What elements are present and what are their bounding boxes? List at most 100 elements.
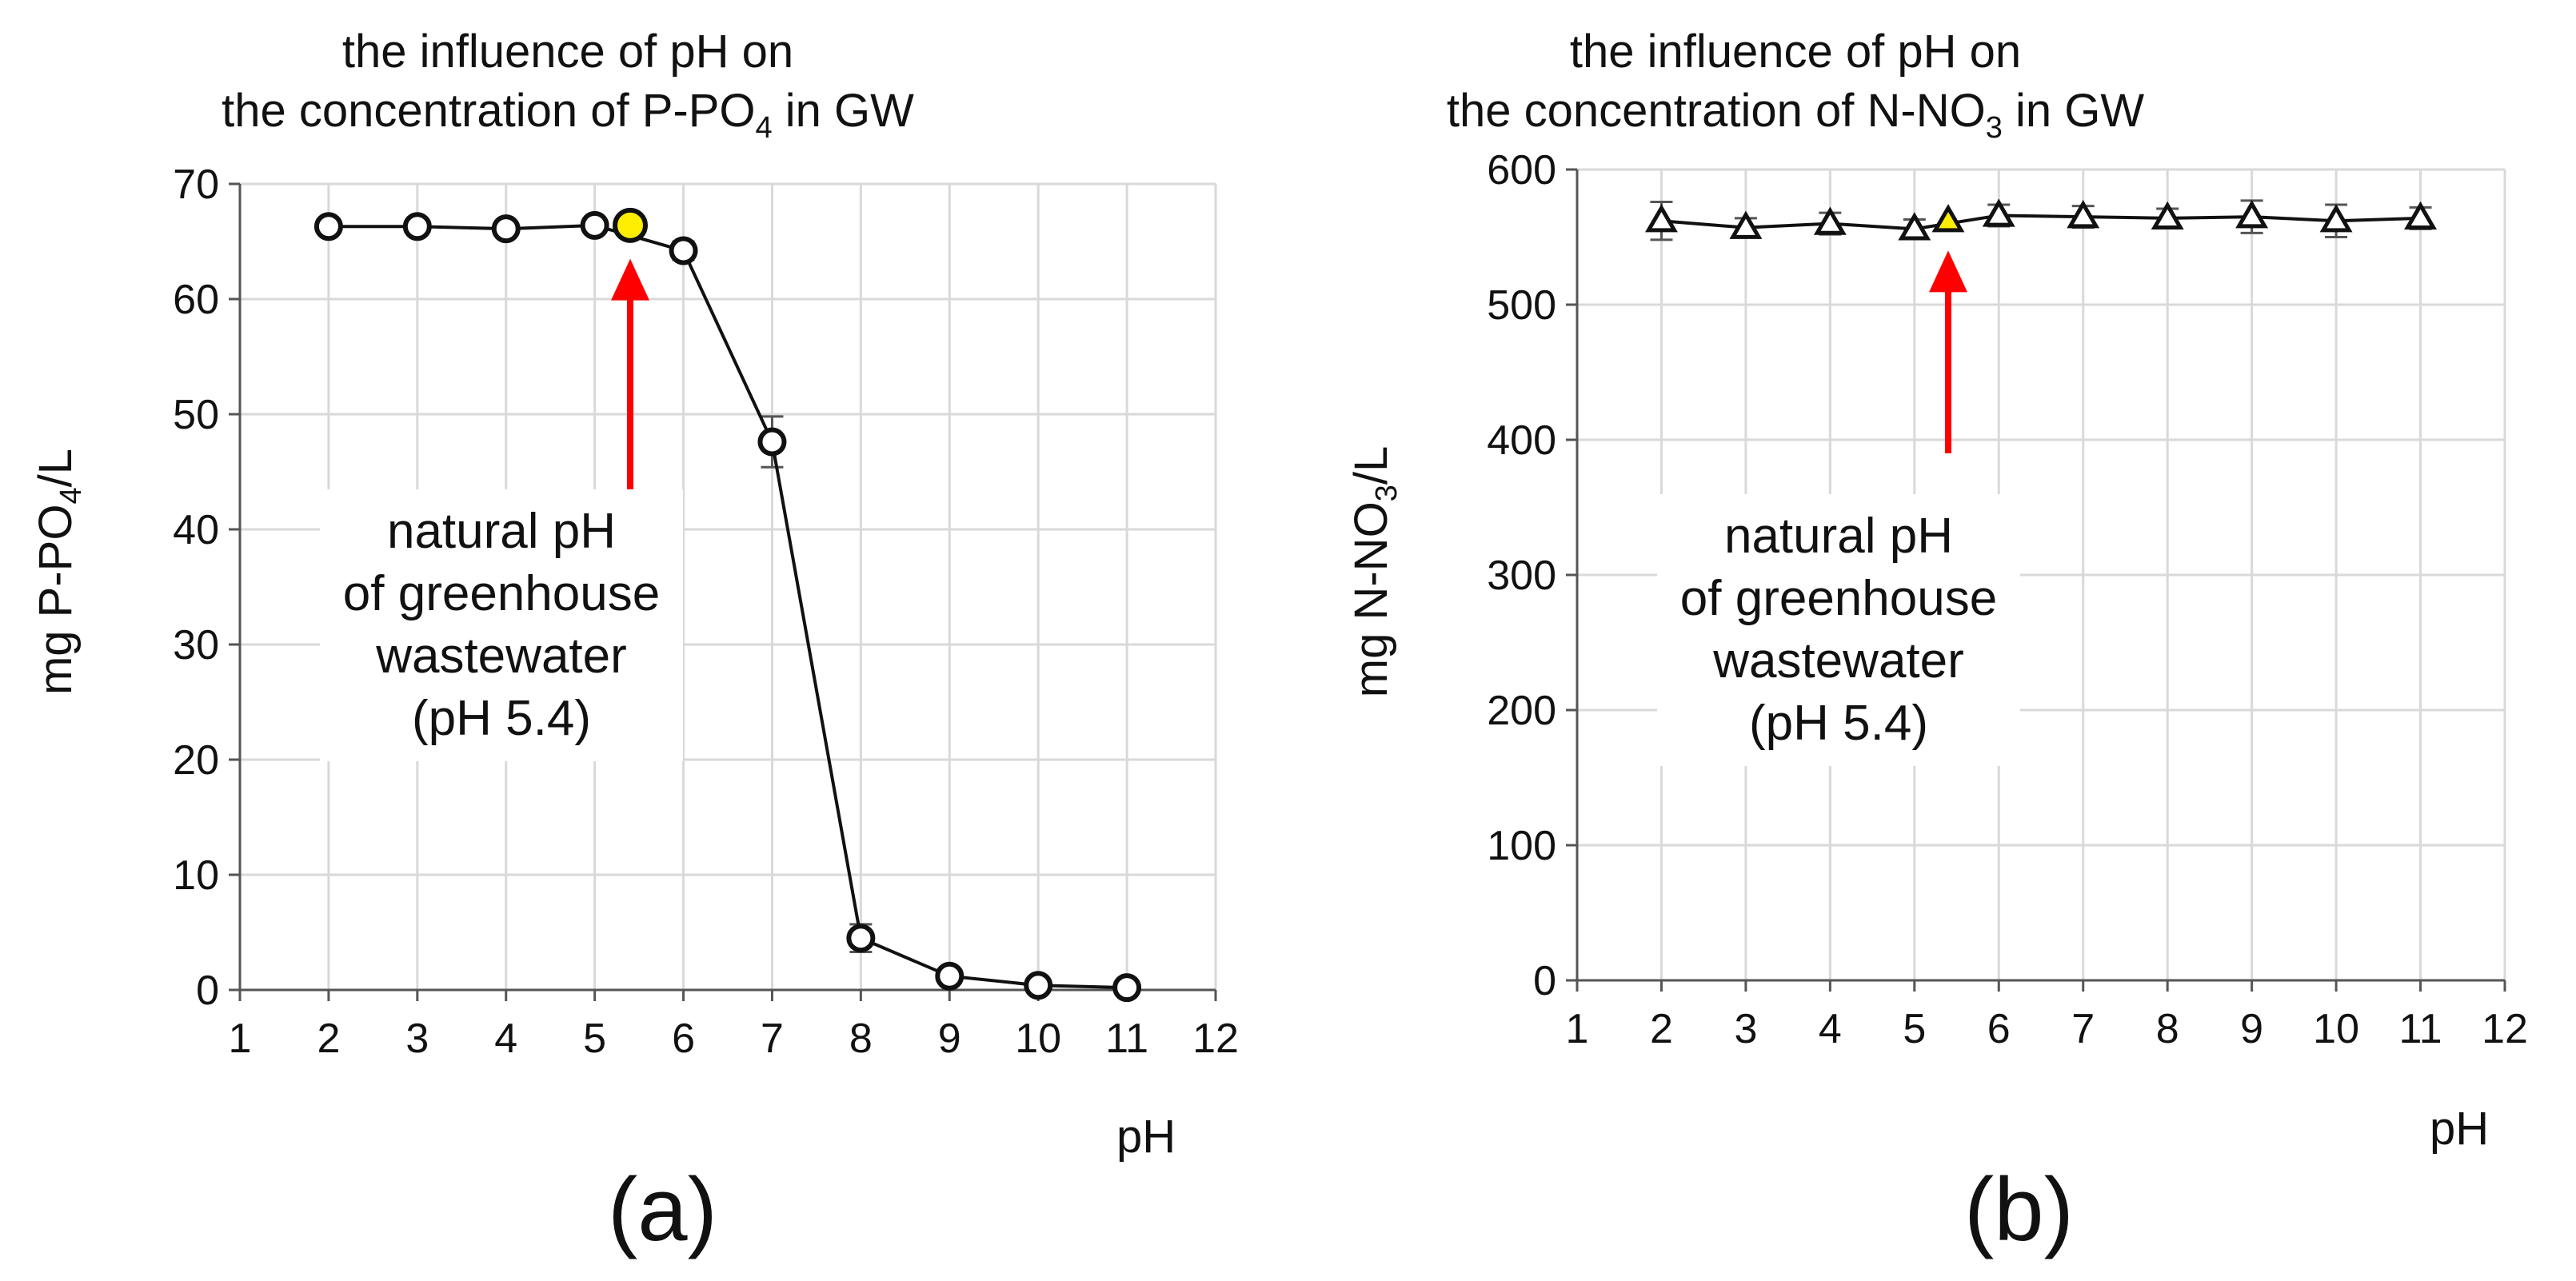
- chart-b-data-point: [1982, 198, 2015, 227]
- chart-a-x-tick-label: 4: [494, 1016, 517, 1062]
- chart-a-annotation-line: (pH 5.4): [412, 691, 591, 746]
- chart-b-title-line2: the concentration of N-NO3 in GW: [1416, 82, 2175, 143]
- chart-a-ylabel-suffix: /L: [30, 449, 82, 488]
- chart-b-x-tick-label: 11: [2399, 1006, 2442, 1052]
- chart-a-x-tick-label: 3: [405, 1016, 429, 1062]
- panel-a-label: (a): [608, 1159, 717, 1259]
- chart-a-highlight-point: [613, 207, 648, 243]
- chart-b-ylabel-suffix: /L: [1345, 445, 1397, 485]
- chart-b-x-tick-label: 2: [1650, 1006, 1673, 1052]
- chart-b-y-tick-label: 0: [1533, 958, 1556, 1004]
- chart-b-y-tick-label: 200: [1487, 688, 1556, 734]
- chart-b-annotation-line: natural pH: [1723, 509, 1954, 564]
- chart-b-x-tick-label: 7: [2071, 1006, 2095, 1052]
- chart-b-ylabel-prefix: mg N-NO: [1345, 501, 1397, 698]
- chart-b-data-point: [2404, 201, 2438, 230]
- chart-a-y-tick-label: 60: [173, 277, 219, 323]
- chart-a-y-axis-label: mg P-PO4/L: [28, 396, 88, 748]
- chart-a-title-line2: the concentration of P-PO4 in GW: [208, 82, 928, 143]
- chart-a-data-point: [846, 924, 876, 953]
- chart-b-series-line: [1661, 214, 2421, 231]
- chart-a-data-point: [491, 214, 521, 244]
- chart-b-title-prefix: the concentration of N-NO: [1446, 85, 1986, 137]
- chart-a-x-tick-label: 11: [1105, 1016, 1148, 1062]
- chart-a-annotation-line: of greenhouse: [342, 566, 661, 621]
- chart-a-data-point: [580, 210, 609, 240]
- chart-b-x-tick-label: 3: [1734, 1006, 1757, 1052]
- chart-a-title-line1: the influence of pH on: [341, 26, 794, 78]
- chart-b-x-tick-label: 9: [2240, 1006, 2263, 1052]
- chart-b-data-point: [2235, 200, 2269, 229]
- chart-a-x-tick-label: 10: [1015, 1016, 1061, 1062]
- chart-b-annotation-line: wastewater: [1713, 633, 1964, 688]
- chart-b-data-point: [1813, 206, 1847, 235]
- chart-b-x-tick-label: 4: [1819, 1006, 1842, 1052]
- chart-b-x-tick-label: 8: [2156, 1006, 2179, 1052]
- chart-a-x-tick-label: 1: [229, 1016, 252, 1062]
- chart-b-y-tick-label: 500: [1487, 282, 1556, 329]
- chart-a-annotation-line: wastewater: [376, 629, 627, 684]
- chart-a-y-tick-label: 20: [173, 737, 219, 784]
- panel-b: 1 2 3 4 5 6 7 8 9 10 11 12 0 100 200 300 400 500 600 the i…: [1288, 0, 2575, 1281]
- chart-a-x-tick-label: 2: [317, 1016, 340, 1062]
- chart-a-title: the influence of pH on the concentration…: [208, 22, 928, 143]
- chart-b-y-tick-label: 400: [1487, 417, 1556, 464]
- chart-a-data-point: [1024, 971, 1053, 1000]
- chart-a-annotation: natural pH of greenhouse wastewater (pH …: [320, 489, 683, 761]
- chart-b-x-tick-label: 10: [2313, 1006, 2359, 1052]
- chart-b-title-line1: the influence of pH on: [1569, 26, 2022, 78]
- chart-a-x-tick-label: 9: [938, 1016, 961, 1062]
- chart-a-data-point: [669, 236, 698, 265]
- chart-a-x-axis-label: pH: [1116, 1111, 1176, 1163]
- chart-b-y-tick-label: 300: [1487, 553, 1556, 599]
- chart-b-ylabel-sub: 3: [1370, 485, 1404, 502]
- panel-b-label: (b): [1964, 1159, 2074, 1259]
- chart-a-y-tick-label: 50: [173, 392, 219, 438]
- chart-b-y-tick-label: 600: [1487, 147, 1556, 194]
- chart-b-data-point: [1898, 212, 1931, 241]
- chart-a-x-tick-label: 7: [761, 1016, 784, 1062]
- chart-a-x-tick-label: 5: [583, 1016, 606, 1062]
- chart-b-annotation-line: of greenhouse: [1679, 571, 1998, 626]
- chart-a-data-point: [935, 961, 965, 991]
- chart-b-x-axis-label: pH: [2430, 1103, 2490, 1155]
- chart-b-x-tick-label: 12: [2482, 1006, 2528, 1052]
- chart-b-data-point: [2067, 200, 2100, 229]
- chart-b-x-tick-label: 1: [1566, 1006, 1589, 1052]
- chart-b-highlight-point: [1931, 204, 1965, 233]
- chart-b-title: the influence of pH on the concentration…: [1416, 22, 2175, 143]
- chart-b-data-point: [1729, 210, 1763, 239]
- chart-b-arrow-head: [1929, 250, 1967, 293]
- chart-a-x-tick-label: 8: [849, 1016, 873, 1062]
- chart-a-y-tick-label: 10: [173, 852, 219, 899]
- chart-a-y-tick-label: 30: [173, 622, 219, 668]
- chart-b-y-axis-label: mg N-NO3/L: [1344, 372, 1404, 772]
- chart-a-data-point: [402, 212, 432, 241]
- chart-b-annotation-line: (pH 5.4): [1749, 696, 1928, 751]
- chart-a-title-sub: 4: [755, 111, 773, 145]
- panel-a: 1 2 3 4 5 6 7 8 9 10 11 12 0 10 20 30 40 50 60 70 the influ…: [28, 22, 1239, 1259]
- chart-a-y-tick-label: 70: [173, 162, 219, 208]
- chart-a-data-point: [757, 427, 787, 457]
- chart-a-title-suffix: in GW: [772, 85, 914, 137]
- chart-a-title-prefix: the concentration of P-PO: [222, 85, 756, 137]
- chart-a-ylabel-prefix: mg P-PO: [30, 504, 82, 696]
- chart-b-annotation: natural pH of greenhouse wastewater (pH …: [1657, 494, 2020, 766]
- chart-a-x-tick-label: 12: [1192, 1016, 1239, 1062]
- chart-a-arrow-head: [611, 258, 649, 301]
- chart-b-data-point: [1644, 204, 1678, 233]
- chart-b-data-point: [2319, 204, 2353, 233]
- chart-b-data-point: [2151, 201, 2184, 230]
- chart-a-data-point: [1112, 973, 1142, 1003]
- chart-b-x-tick-label: 6: [1987, 1006, 2011, 1052]
- chart-b-y-tick-label: 100: [1487, 823, 1556, 869]
- chart-a-data-point: [314, 212, 343, 241]
- chart-b-title-sub: 3: [1985, 111, 2003, 145]
- chart-a-ylabel-sub: 4: [54, 487, 88, 505]
- chart-a-annotation-line: natural pH: [386, 504, 617, 559]
- chart-a-series-line: [328, 223, 1128, 990]
- chart-a-y-tick-label: 0: [196, 968, 219, 1014]
